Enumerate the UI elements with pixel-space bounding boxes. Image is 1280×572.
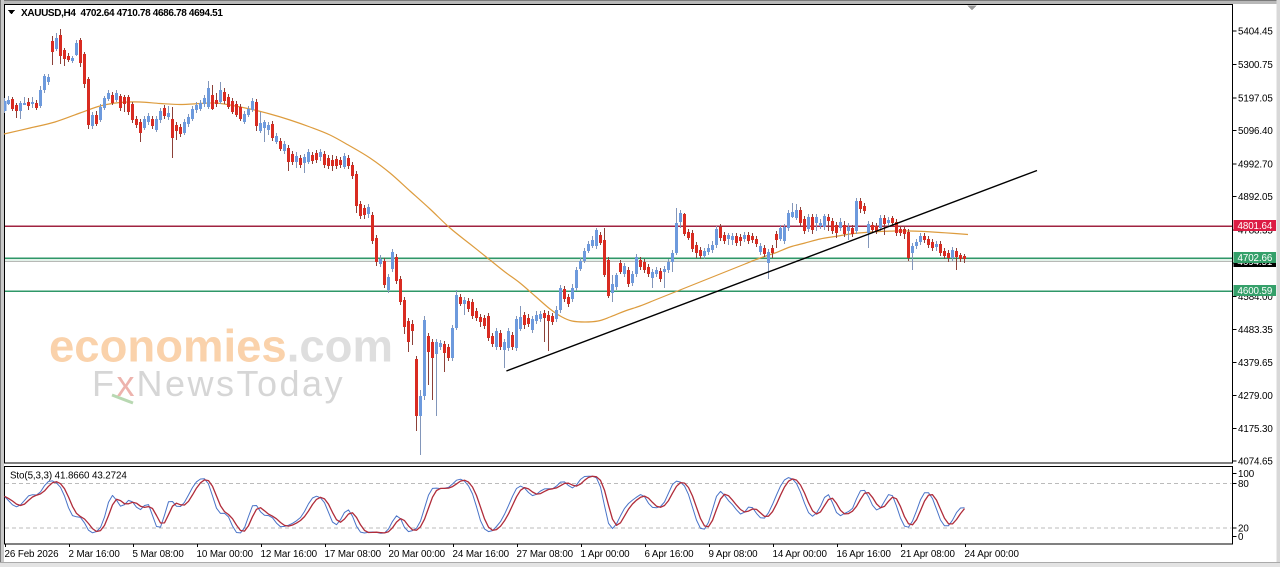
svg-text:4600.59: 4600.59: [1238, 286, 1273, 297]
svg-text:4483.35: 4483.35: [1238, 325, 1273, 336]
svg-text:21 Apr 08:00: 21 Apr 08:00: [901, 549, 956, 560]
svg-text:4379.65: 4379.65: [1238, 358, 1273, 369]
svg-text:9 Apr 08:00: 9 Apr 08:00: [709, 549, 759, 560]
svg-text:4892.05: 4892.05: [1238, 192, 1273, 203]
svg-text:4992.70: 4992.70: [1238, 160, 1273, 171]
svg-text:26 Feb 2026: 26 Feb 2026: [5, 549, 60, 560]
svg-text:4074.65: 4074.65: [1238, 457, 1273, 468]
svg-text:0: 0: [1238, 532, 1244, 543]
svg-text:20 Mar 00:00: 20 Mar 00:00: [389, 549, 446, 560]
svg-text:80: 80: [1238, 479, 1249, 490]
svg-text:27 Mar 08:00: 27 Mar 08:00: [517, 549, 574, 560]
svg-text:5404.45: 5404.45: [1238, 27, 1273, 38]
svg-text:16 Apr 16:00: 16 Apr 16:00: [837, 549, 892, 560]
svg-text:FxNewsToday: FxNewsToday: [92, 363, 345, 404]
svg-text:4801.64: 4801.64: [1238, 221, 1273, 232]
svg-text:17 Mar 08:00: 17 Mar 08:00: [325, 549, 382, 560]
svg-text:2 Mar 16:00: 2 Mar 16:00: [69, 549, 121, 560]
svg-text:10 Mar 00:00: 10 Mar 00:00: [197, 549, 254, 560]
svg-text:6 Apr 16:00: 6 Apr 16:00: [645, 549, 695, 560]
svg-text:14 Apr 00:00: 14 Apr 00:00: [773, 549, 828, 560]
svg-text:5197.05: 5197.05: [1238, 94, 1273, 105]
svg-text:12 Mar 16:00: 12 Mar 16:00: [261, 549, 318, 560]
svg-text:4175.30: 4175.30: [1238, 424, 1273, 435]
svg-text:5096.40: 5096.40: [1238, 126, 1273, 137]
svg-text:4279.00: 4279.00: [1238, 391, 1273, 402]
svg-text:XAUUSD,H4 4702.64 4710.78 468: XAUUSD,H4 4702.64 4710.78 4686.78 4694.5…: [21, 8, 223, 19]
svg-text:5 Mar 08:00: 5 Mar 08:00: [133, 549, 185, 560]
svg-text:24 Apr 00:00: 24 Apr 00:00: [965, 549, 1020, 560]
svg-text:4702.66: 4702.66: [1238, 253, 1273, 264]
svg-text:1 Apr 00:00: 1 Apr 00:00: [581, 549, 631, 560]
svg-text:24 Mar 16:00: 24 Mar 16:00: [453, 549, 510, 560]
svg-text:5300.75: 5300.75: [1238, 60, 1273, 71]
svg-text:Sto(5,3,3) 41.8660 43.2724: Sto(5,3,3) 41.8660 43.2724: [10, 471, 127, 482]
